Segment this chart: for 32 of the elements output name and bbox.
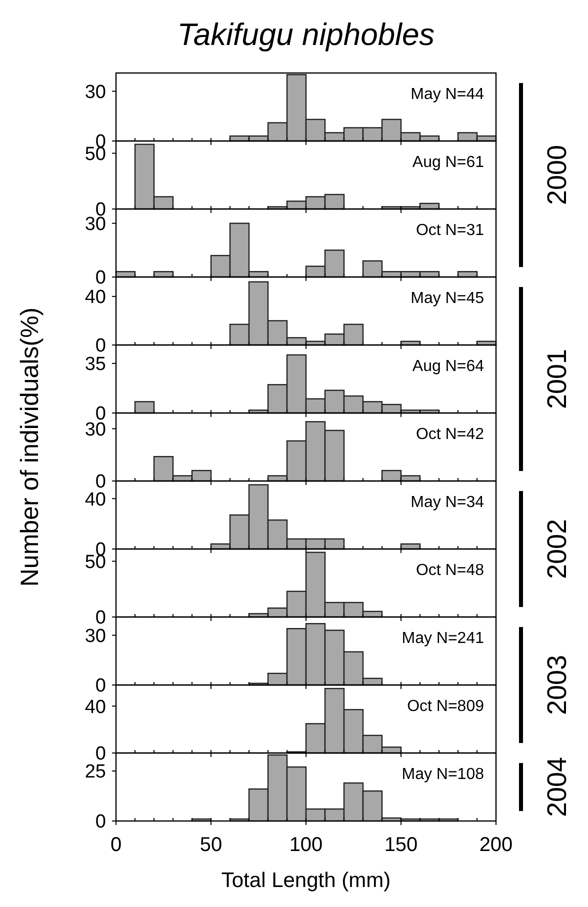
annotation: Oct N=48 [416, 562, 484, 579]
x-tick-label: 0 [110, 834, 122, 856]
text: 2000 [542, 144, 572, 206]
text: 2001 [542, 348, 572, 410]
x-tick-label: 50 [200, 834, 222, 856]
y-tick-label: 0 [95, 268, 106, 289]
annotation: May N=34 [410, 494, 484, 511]
y-tick-label: 0 [95, 676, 106, 697]
annotation: Oct N=31 [416, 222, 484, 239]
text: 2004 [542, 756, 572, 818]
y-tick-label: 40 [84, 696, 106, 718]
y-tick-label: 0 [95, 336, 106, 357]
y-axis-title: Number of individuals(%) [16, 307, 44, 587]
y-tick-label: 40 [84, 287, 106, 308]
x-tick-label: 100 [289, 834, 323, 856]
annotation: Oct N=809 [407, 698, 484, 715]
x-tick-label: 150 [384, 834, 418, 856]
annotation: Oct N=42 [416, 426, 484, 443]
annotation: May N=108 [402, 766, 484, 783]
annotation: May N=241 [402, 630, 484, 647]
annotation: Aug N=64 [412, 358, 484, 375]
annotation: Aug N=61 [412, 154, 484, 171]
y-tick-label: 35 [84, 354, 106, 376]
y-tick-label: 0 [95, 812, 106, 833]
y-tick-label: 30 [84, 82, 106, 103]
x-axis-title: Total Length (mm) [221, 869, 391, 892]
annotation: May N=44 [410, 86, 484, 103]
x-tick-label: 200 [479, 834, 513, 856]
text: 2003 [542, 654, 572, 716]
annotation: May N=45 [410, 290, 484, 307]
chart-title: Takifugu niphobles [177, 17, 435, 52]
text: 2002 [542, 518, 572, 580]
